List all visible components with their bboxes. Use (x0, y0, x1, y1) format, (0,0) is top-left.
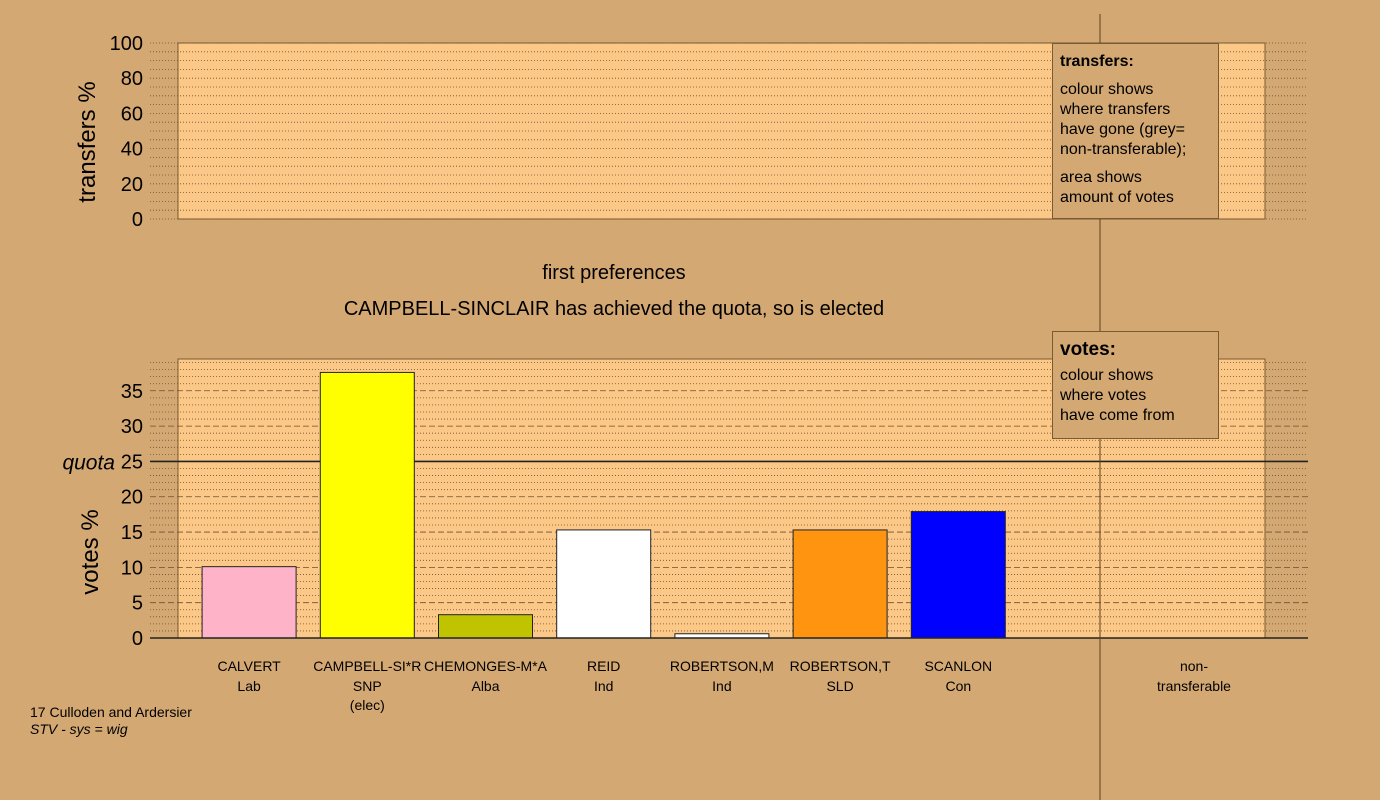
votes-legend-title: votes: (1060, 339, 1116, 360)
candidate-party: Con (945, 678, 971, 694)
candidate-name: CHEMONGES-M*A (424, 658, 548, 674)
quota-label: quota (62, 451, 115, 474)
candidate-party: Ind (712, 678, 731, 694)
transfers-legend-line: area shows (1060, 169, 1142, 186)
candidate-note: (elec) (350, 697, 385, 713)
bar-calvert (201, 566, 297, 639)
y-tick-label: 35 (121, 381, 143, 403)
transfers-legend-title: transfers: (1060, 53, 1134, 70)
y-tick-label: 20 (121, 487, 143, 509)
candidate-party: Lab (237, 678, 261, 694)
y-tick-label: 30 (121, 416, 143, 438)
y-tick-label: 100 (110, 33, 143, 55)
votes-legend-line: colour shows (1060, 367, 1154, 384)
y-tick-label: 10 (121, 557, 143, 579)
y-axis-label: transfers % (74, 81, 101, 202)
bar-reid (556, 529, 652, 639)
transfers-legend-line: non-transferable); (1060, 141, 1187, 158)
status-text: CAMPBELL-SINCLAIR has achieved the quota… (343, 298, 885, 320)
candidate-name: ROBERTSON,T (790, 658, 891, 674)
ward-name: 17 Culloden and Ardersier (30, 704, 192, 720)
votes-legend-line: where votes (1060, 387, 1147, 404)
y-tick-label: 5 (132, 593, 143, 615)
voting-system: STV - sys = wig (30, 721, 128, 737)
bar-robertson-t (792, 529, 888, 639)
candidate-name: SCANLON (924, 658, 992, 674)
y-tick-label: 15 (121, 522, 143, 544)
y-tick-label: 0 (132, 209, 143, 231)
candidate-party: Alba (471, 678, 499, 694)
votes-legend-line: have come from (1060, 407, 1175, 424)
y-axis-label: votes % (77, 509, 104, 594)
transfers-legend-line: where transfers (1060, 101, 1171, 118)
votes-legend: votes: colour shows where votes have com… (1052, 331, 1219, 439)
transfers-legend-line: amount of votes (1060, 189, 1174, 206)
y-tick-label: 80 (121, 68, 143, 90)
candidate-name: CALVERT (217, 658, 281, 674)
y-tick-label: 40 (121, 139, 143, 161)
y-tick-label: 25 (121, 451, 143, 473)
nontransferable-label: non- (1180, 658, 1208, 674)
y-tick-label: 60 (121, 103, 143, 125)
candidate-party: Ind (594, 678, 613, 694)
candidate-name: REID (587, 658, 620, 674)
bar-chemonges-m-a (438, 614, 533, 639)
bar-scanlon (910, 511, 1006, 639)
y-tick-label: 20 (121, 174, 143, 196)
footer: 17 Culloden and Ardersier STV - sys = wi… (30, 704, 192, 738)
candidate-name: CAMPBELL-SI*R (313, 658, 421, 674)
stage-label: first preferences (542, 262, 686, 284)
y-tick-label: 0 (132, 628, 143, 650)
bar-campbell-si-r (319, 371, 415, 639)
transfers-legend: transfers: colour shows where transfers … (1052, 43, 1219, 219)
candidate-party: SNP (353, 678, 382, 694)
candidate-name: ROBERTSON,M (670, 658, 774, 674)
transfers-legend-line: colour shows (1060, 81, 1154, 98)
nontransferable-label: transferable (1157, 678, 1231, 694)
transfers-legend-line: have gone (grey= (1060, 121, 1185, 138)
candidate-party: SLD (826, 678, 853, 694)
